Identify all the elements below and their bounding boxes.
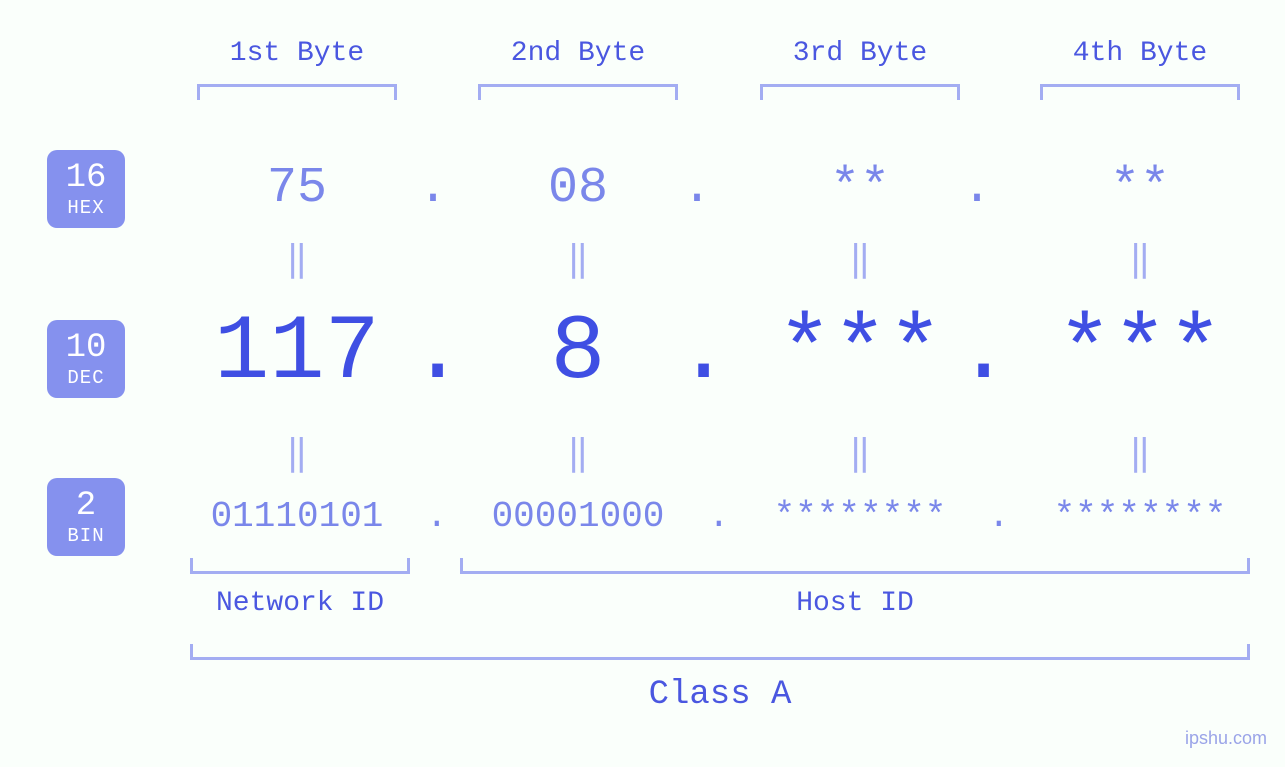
hex-dot-1: . [418, 160, 448, 217]
dec-dot-1: . [410, 300, 465, 405]
eq-2-4: ‖ [1040, 432, 1240, 475]
byte-header-1: 1st Byte [197, 38, 397, 69]
class-bracket [190, 644, 1250, 660]
badge-hex: 16 HEX [47, 150, 125, 228]
eq-2-1: ‖ [197, 432, 397, 475]
dec-byte-3: *** [740, 300, 980, 405]
byte-header-4: 4th Byte [1040, 38, 1240, 69]
dec-byte-1: 117 [177, 300, 417, 405]
dec-byte-2: 8 [478, 300, 678, 405]
eq-2-2: ‖ [478, 432, 678, 475]
bin-dot-3: . [988, 496, 1010, 537]
top-bracket-3 [760, 84, 960, 100]
bin-byte-2: 00001000 [458, 496, 698, 537]
top-bracket-1 [197, 84, 397, 100]
badge-dec-num: 10 [66, 331, 107, 365]
eq-1-4: ‖ [1040, 238, 1240, 281]
badge-bin-num: 2 [76, 489, 96, 523]
byte-header-3: 3rd Byte [760, 38, 960, 69]
eq-1-3: ‖ [760, 238, 960, 281]
dec-byte-4: *** [1020, 300, 1260, 405]
bin-dot-2: . [708, 496, 730, 537]
host-bracket [460, 558, 1250, 574]
hex-byte-1: 75 [197, 160, 397, 217]
hex-byte-4: ** [1040, 160, 1240, 217]
eq-2-3: ‖ [760, 432, 960, 475]
host-id-label: Host ID [460, 588, 1250, 619]
top-bracket-2 [478, 84, 678, 100]
hex-byte-3: ** [760, 160, 960, 217]
ip-diagram: 16 HEX 10 DEC 2 BIN 1st Byte 2nd Byte 3r… [0, 0, 1285, 767]
bin-byte-4: ******** [1020, 496, 1260, 537]
bin-byte-1: 01110101 [177, 496, 417, 537]
watermark: ipshu.com [1185, 728, 1267, 749]
bin-dot-1: . [426, 496, 448, 537]
badge-hex-label: HEX [67, 199, 104, 218]
bin-byte-3: ******** [740, 496, 980, 537]
hex-byte-2: 08 [478, 160, 678, 217]
dec-dot-3: . [956, 300, 1011, 405]
hex-dot-2: . [682, 160, 712, 217]
dec-dot-2: . [676, 300, 731, 405]
eq-1-2: ‖ [478, 238, 678, 281]
badge-dec-label: DEC [67, 369, 104, 388]
eq-1-1: ‖ [197, 238, 397, 281]
badge-hex-num: 16 [66, 161, 107, 195]
network-bracket [190, 558, 410, 574]
byte-header-2: 2nd Byte [478, 38, 678, 69]
top-bracket-4 [1040, 84, 1240, 100]
badge-dec: 10 DEC [47, 320, 125, 398]
hex-dot-3: . [962, 160, 992, 217]
badge-bin: 2 BIN [47, 478, 125, 556]
badge-bin-label: BIN [67, 527, 104, 546]
class-label: Class A [190, 676, 1250, 714]
network-id-label: Network ID [190, 588, 410, 619]
